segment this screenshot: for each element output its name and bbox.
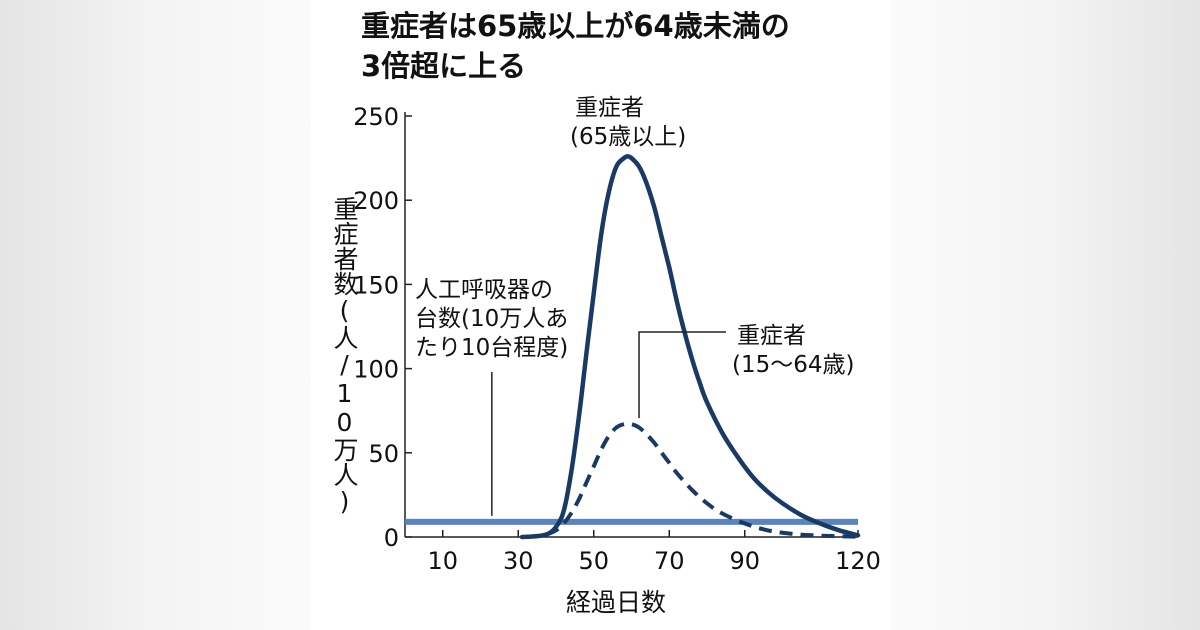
- y-tick-label-200: 200: [353, 187, 399, 215]
- y-tick-label-100: 100: [353, 356, 399, 384]
- y-tick-label-250: 250: [353, 103, 399, 131]
- series-15-to-64-line: [525, 421, 859, 539]
- x-tick-label-120: 120: [835, 547, 881, 575]
- x-axis-title: 経過日数: [566, 588, 667, 617]
- working-age-series-annotation-line-1: 重症者: [737, 323, 806, 349]
- chart-title-line-1: 重症者は65歳以上が64歳未満の: [361, 9, 790, 43]
- x-tick-label-50: 50: [578, 547, 609, 575]
- x-tick-label-70: 70: [654, 547, 685, 575]
- y-axis-label: 重症者数(人/10万人): [330, 196, 359, 516]
- x-tick-label-30: 30: [503, 547, 534, 575]
- chart-panel: [311, 0, 891, 630]
- elderly-series-annotation-line-1: 重症者: [575, 95, 644, 121]
- chart-title: 重症者は65歳以上が64歳未満の 3倍超に上る: [361, 6, 881, 86]
- chart-title-line-2: 3倍超に上る: [361, 49, 527, 83]
- working-age-series-annotation: 重症者 (15～64歳): [732, 322, 854, 380]
- ventilator-annotation-line-2: 台数(10万人あ: [415, 306, 569, 332]
- working-age-series-annotation-line-2: (15～64歳): [732, 352, 855, 378]
- ventilator-annotation-line-3: たり10台程度): [415, 335, 569, 361]
- ventilator-annotation-line-1: 人工呼吸器の: [415, 277, 553, 303]
- elderly-series-annotation: 重症者 (65歳以上): [570, 94, 686, 152]
- y-tick-label-150: 150: [353, 271, 399, 299]
- working-age-leader-line: [638, 331, 726, 419]
- y-tick-label-0: 0: [384, 524, 399, 552]
- elderly-series-annotation-line-2: (65歳以上): [570, 124, 687, 150]
- y-tick-label-50: 50: [368, 440, 399, 468]
- x-tick-label-90: 90: [729, 547, 760, 575]
- x-tick-label-10: 10: [427, 547, 458, 575]
- ventilator-annotation: 人工呼吸器の 台数(10万人あ たり10台程度): [415, 276, 568, 363]
- series-65-and-over-line: [519, 154, 861, 540]
